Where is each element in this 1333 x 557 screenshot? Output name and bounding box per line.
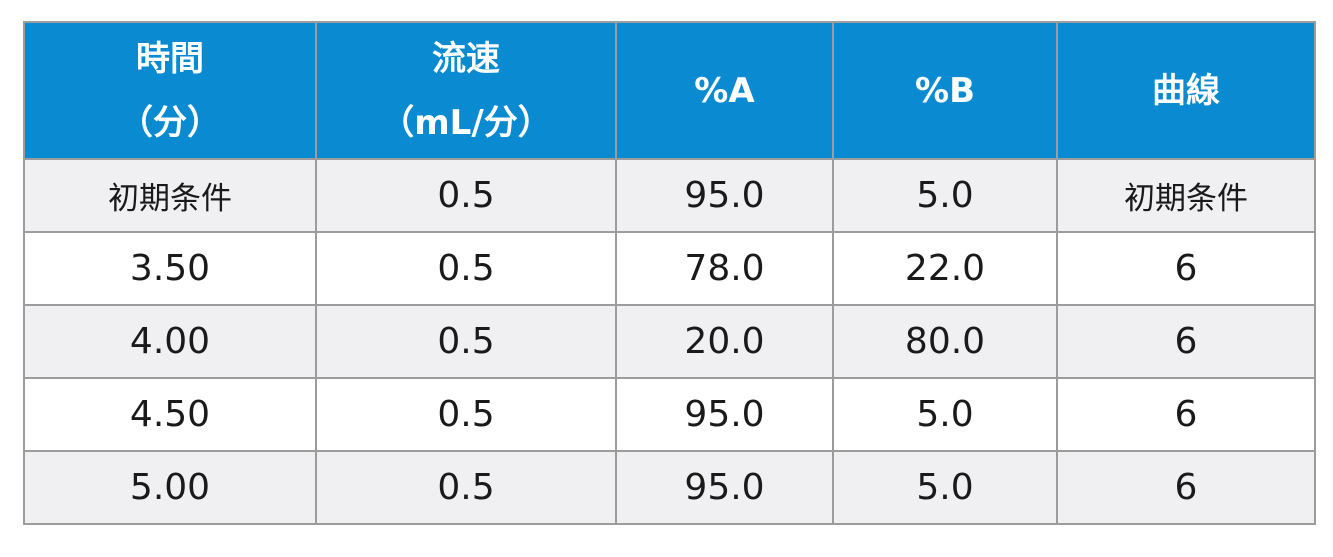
cell-percent-a: 20.0	[615, 304, 834, 379]
cell-time: 4.00	[23, 304, 317, 379]
header-flow-rate-label: 流速	[432, 38, 500, 79]
header-flow-rate: 流速 （mL/分）	[315, 21, 617, 160]
cell-curve: 6	[1056, 304, 1316, 379]
cell-percent-a: 95.0	[615, 158, 834, 233]
table-row: 3.50 0.5 78.0 22.0 6	[23, 231, 1316, 306]
cell-curve: 6	[1056, 450, 1316, 525]
cell-time: 5.00	[23, 450, 317, 525]
cell-percent-a: 95.0	[615, 377, 834, 452]
gradient-table: 時間 （分） 流速 （mL/分） %A %B 曲線 初期条件 0.5 95.0 …	[23, 21, 1316, 525]
header-flow-rate-unit: （mL/分）	[380, 102, 552, 143]
cell-curve: 6	[1056, 377, 1316, 452]
header-percent-a: %A	[615, 21, 834, 160]
header-curve: 曲線	[1056, 21, 1316, 160]
cell-flow-rate: 0.5	[315, 304, 617, 379]
header-percent-b: %B	[832, 21, 1058, 160]
cell-percent-a: 78.0	[615, 231, 834, 306]
cell-percent-b: 5.0	[832, 377, 1058, 452]
header-time: 時間 （分）	[23, 21, 317, 160]
cell-time: 4.50	[23, 377, 317, 452]
header-percent-a-label: %A	[694, 70, 755, 111]
table-header: 時間 （分） 流速 （mL/分） %A %B 曲線	[23, 21, 1316, 160]
cell-percent-b: 5.0	[832, 158, 1058, 233]
cell-percent-b: 22.0	[832, 231, 1058, 306]
cell-flow-rate: 0.5	[315, 377, 617, 452]
cell-percent-a: 95.0	[615, 450, 834, 525]
cell-percent-b: 80.0	[832, 304, 1058, 379]
table-row: 5.00 0.5 95.0 5.0 6	[23, 450, 1316, 525]
table-row: 初期条件 0.5 95.0 5.0 初期条件	[23, 158, 1316, 233]
cell-flow-rate: 0.5	[315, 158, 617, 233]
cell-time: 3.50	[23, 231, 317, 306]
header-time-unit: （分）	[119, 102, 221, 143]
header-time-label: 時間	[136, 38, 204, 79]
cell-percent-b: 5.0	[832, 450, 1058, 525]
cell-curve: 初期条件	[1056, 158, 1316, 233]
table-body: 初期条件 0.5 95.0 5.0 初期条件 3.50 0.5 78.0 22.…	[23, 158, 1316, 525]
cell-curve: 6	[1056, 231, 1316, 306]
header-percent-b-label: %B	[915, 70, 975, 111]
header-curve-label: 曲線	[1152, 70, 1220, 111]
header-row: 時間 （分） 流速 （mL/分） %A %B 曲線	[23, 21, 1316, 160]
table-row: 4.00 0.5 20.0 80.0 6	[23, 304, 1316, 379]
cell-time: 初期条件	[23, 158, 317, 233]
cell-flow-rate: 0.5	[315, 231, 617, 306]
cell-flow-rate: 0.5	[315, 450, 617, 525]
table-row: 4.50 0.5 95.0 5.0 6	[23, 377, 1316, 452]
